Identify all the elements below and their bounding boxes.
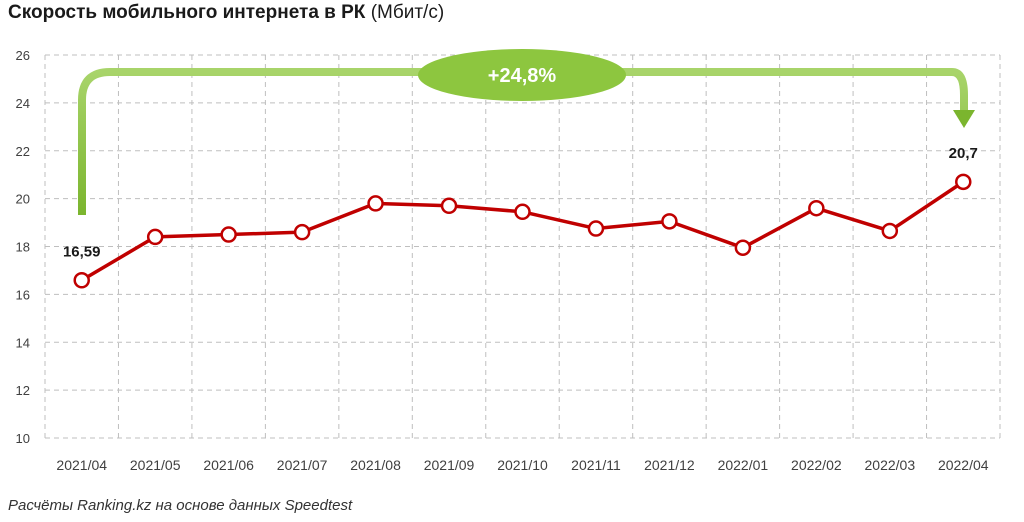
data-point xyxy=(73,272,90,289)
data-point xyxy=(367,195,384,212)
data-point xyxy=(146,228,164,246)
data-point xyxy=(734,239,752,256)
data-point xyxy=(881,222,899,240)
x-tick-label: 2021/05 xyxy=(130,457,181,473)
x-tick-label: 2021/11 xyxy=(571,457,621,473)
grid xyxy=(44,54,1001,439)
line-chart: +24,8% 10 12 14 16 18 20 22 24 26 2021/04 2021/05 2… xyxy=(16,48,1001,473)
x-tick-label: 2021/06 xyxy=(203,457,254,473)
x-tick-label: 2021/10 xyxy=(497,457,548,473)
x-tick-label: 2021/07 xyxy=(277,457,328,473)
labels: 10 12 14 16 18 20 22 24 26 2021/04 2021/05 2021/06 2… xyxy=(16,48,989,473)
x-tick-label: 2021/12 xyxy=(644,457,695,473)
data-point xyxy=(220,226,237,243)
source-note: Расчёты Ranking.kz на основе данных Spee… xyxy=(8,497,353,514)
data-point xyxy=(808,199,825,217)
y-tick-label: 16 xyxy=(16,287,30,302)
y-tick-label: 22 xyxy=(16,144,30,159)
data-label: 20,7 xyxy=(949,145,978,162)
series-line xyxy=(80,180,965,282)
y-tick-label: 12 xyxy=(16,383,30,398)
x-tick-label: 2022/03 xyxy=(865,457,916,473)
data-point xyxy=(514,203,531,221)
growth-badge xyxy=(418,49,626,101)
x-tick-label: 2022/04 xyxy=(938,457,989,473)
y-tick-label: 20 xyxy=(16,192,30,207)
data-point xyxy=(293,223,311,241)
x-tick-label: 2021/09 xyxy=(424,457,475,473)
growth-label: +24,8% xyxy=(488,65,557,87)
data-point xyxy=(661,213,678,230)
chart-title: Скорость мобильного интернета в РК (Мбит… xyxy=(8,2,444,24)
growth-arrow-head xyxy=(953,110,975,128)
data-point xyxy=(440,197,458,215)
y-tick-label: 14 xyxy=(16,335,30,350)
chart-title-main: Скорость мобильного интернета в РК xyxy=(8,2,366,23)
x-tick-label: 2021/08 xyxy=(350,457,401,473)
x-tick-label: 2021/04 xyxy=(56,457,107,473)
x-tick-label: 2022/01 xyxy=(718,457,769,473)
data-point xyxy=(955,173,972,191)
data-label: 16,59 xyxy=(63,243,101,260)
y-tick-label: 24 xyxy=(16,96,30,111)
y-tick-label: 10 xyxy=(16,431,30,446)
y-tick-label: 18 xyxy=(16,240,30,255)
x-tick-label: 2022/02 xyxy=(791,457,842,473)
growth-arrow: +24,8% xyxy=(78,49,975,215)
data-point xyxy=(587,220,605,237)
chart-title-unit: (Мбит/с) xyxy=(370,2,445,23)
y-tick-label: 26 xyxy=(16,48,30,63)
series xyxy=(73,173,972,289)
